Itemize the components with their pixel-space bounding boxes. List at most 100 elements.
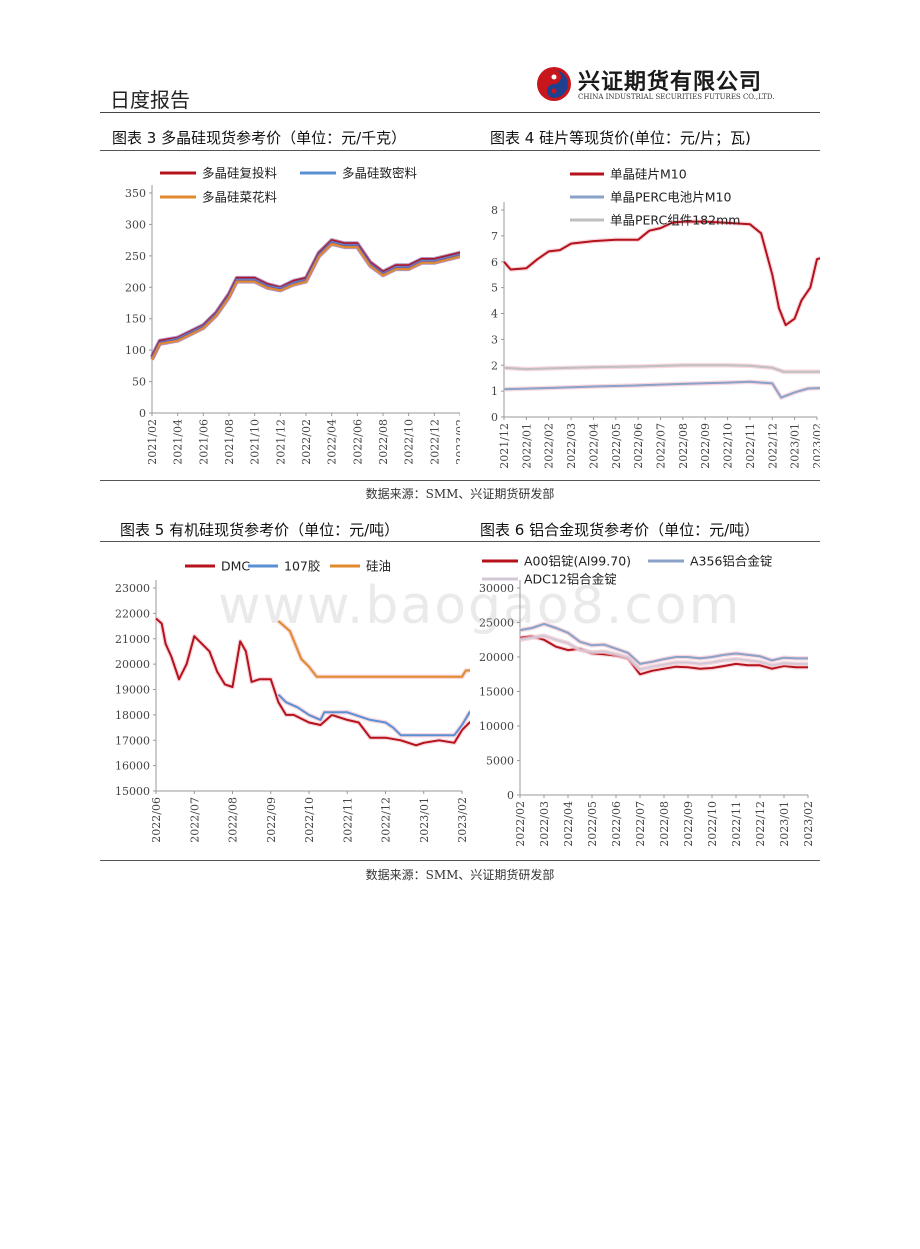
chart5-ytick-label: 15000 [115, 785, 150, 798]
chart6-legend: A00铝锭(Al99.70) A356铝合金锭 ADC12铝合金锭 [482, 554, 772, 587]
chart6-ytick-label: 5000 [486, 755, 514, 768]
chart5-series-1 [155, 617, 470, 747]
chart3-xtick-label: 2021/10 [249, 419, 262, 465]
chart3-series-halo [150, 238, 460, 358]
chart5-ytick-label: 20000 [115, 658, 150, 671]
chart4-xtick-label: 2022/12 [766, 423, 779, 469]
chart5-series-2 [277, 693, 470, 737]
chart3-xtick-label: 2022/08 [377, 419, 390, 465]
company-name-cn: 兴证期货有限公司 [578, 70, 763, 95]
chart3-xtick-label: 2021/12 [274, 419, 287, 465]
chart4-legend-label: 单晶PERC电池片M10 [610, 190, 731, 205]
chart6-xtick-label: 2022/03 [538, 801, 551, 847]
row2-bottom-rule [100, 860, 820, 861]
chart3-ytick-label: 50 [132, 376, 146, 389]
chart4-ytick-label: 8 [491, 204, 498, 217]
chart3-series-3 [151, 242, 460, 361]
chart6-xtick-label: 2022/09 [682, 801, 695, 847]
chart4-ytick-label: 2 [491, 359, 498, 372]
watermark: www.baogao8.com [218, 576, 742, 636]
chart4-ytick-label: 0 [491, 411, 498, 424]
chart5-series-halo [276, 693, 470, 738]
chart5-xtick-label: 2022/08 [227, 797, 240, 843]
chart6-ytick-label: 30000 [479, 582, 514, 595]
source-note-2: 数据来源：SMM、兴证期货研发部 [365, 868, 555, 882]
chart5-legend-label: DMC [221, 559, 250, 574]
source-note-1: 数据来源：SMM、兴证期货研发部 [365, 487, 555, 501]
chart5-xtick-label: 2022/10 [303, 797, 316, 843]
chart5-legend: DMC 107胶 硅油 [185, 559, 391, 574]
chart6-xtick-label: 2022/06 [610, 801, 623, 847]
report-title: 日度报告 [110, 88, 190, 112]
row1-bottom-rule [100, 480, 820, 481]
chart6-ytick-label: 10000 [479, 720, 514, 733]
company-name-en: CHINA INDUSTRIAL SECURITIES FUTURES CO.,… [578, 93, 775, 101]
chart3-xtick-label: 2022/12 [428, 419, 441, 465]
chart3-xtick-label: 2023/02 [454, 419, 460, 465]
chart6-xtick-label: 2022/08 [658, 801, 671, 847]
chart5-xtick-label: 2022/11 [341, 797, 354, 843]
chart6-xtick-label: 2022/11 [730, 801, 743, 847]
chart4-xtick-label: 2022/04 [587, 423, 600, 469]
chart4-xtick-label: 2022/07 [655, 423, 668, 469]
chart5-xtick-label: 2022/09 [265, 797, 278, 843]
chart3-legend-label: 多晶硅致密料 [342, 166, 418, 181]
chart3-series-halo [150, 241, 460, 361]
chart5-xtick-label: 2022/06 [150, 797, 163, 843]
chart3-series-2 [151, 241, 460, 359]
chart4-xtick-label: 2022/11 [744, 423, 757, 469]
chart4-xtick-label: 2022/10 [722, 423, 735, 469]
chart3-ytick-label: 300 [125, 218, 146, 231]
chart4-legend-label: 单晶硅片M10 [610, 167, 687, 182]
chart3-series-halo [150, 240, 460, 359]
chart3-legend-label: 多晶硅菜花料 [202, 190, 278, 205]
chart4-ytick-label: 3 [491, 333, 498, 346]
chart6-series-1 [519, 635, 808, 676]
chart5-xtick-label: 2022/07 [188, 797, 201, 843]
chart3-xtick-label: 2022/06 [351, 419, 364, 465]
chart3-ytick-label: 250 [125, 250, 146, 263]
chart4-series-1 [503, 220, 820, 327]
chart6-xtick-label: 2022/04 [562, 801, 575, 847]
chart4-xtick-label: 2022/01 [520, 423, 533, 469]
chart5-series-halo [154, 616, 470, 748]
chart4-title: 图表 4 硅片等现货价(单位：元/片；瓦) [490, 129, 751, 147]
chart5-ytick-label: 19000 [115, 684, 150, 697]
chart5-xtick-label: 2022/12 [380, 797, 393, 843]
chart5-xtick-label: 2023/01 [418, 797, 431, 843]
chart5-legend-label: 硅油 [366, 559, 391, 574]
company-logo: 兴证期货有限公司 CHINA INDUSTRIAL SECURITIES FUT… [536, 64, 806, 104]
chart6-xtick-label: 2022/10 [706, 801, 719, 847]
chart6-legend-label: A356铝合金锭 [690, 554, 772, 569]
chart5-ytick-label: 17000 [115, 734, 150, 747]
chart3-xtick-label: 2021/06 [197, 419, 210, 465]
chart3-xtick-label: 2021/02 [146, 419, 159, 465]
chart6-ytick-label: 15000 [479, 686, 514, 699]
chart4-xtick-label: 2022/02 [543, 423, 556, 469]
chart6-ytick-label: 25000 [479, 617, 514, 630]
chart6-series-3 [519, 634, 808, 671]
chart3-xtick-label: 2021/04 [172, 419, 185, 465]
row2-top-rule [100, 541, 820, 542]
logo-mark-icon [537, 67, 571, 101]
chart3-title: 图表 3 多晶硅现货参考价（单位：元/千克） [112, 129, 407, 147]
chart5-ytick-label: 22000 [115, 607, 150, 620]
chart4-ytick-label: 6 [491, 256, 498, 269]
chart5-series-3 [277, 620, 470, 678]
chart4-wafer: 0 1 2 3 4 5 6 7 8 2021/12 2022/01 2022/02 2022/03 202… [491, 167, 820, 469]
chart5-organic-silicon: 15000 16000 17000 18000 19000 20000 21000 22000… [115, 559, 470, 843]
row1-top-rule [100, 150, 820, 151]
chart4-legend-label: 单晶PERC组件182mm [610, 213, 740, 228]
chart3-legend-label: 多晶硅复投料 [202, 166, 278, 181]
chart4-xtick-label: 2021/12 [498, 423, 511, 469]
chart3-xtick-label: 2021/08 [223, 419, 236, 465]
chart6-xtick-label: 2022/05 [586, 801, 599, 847]
chart5-ytick-label: 23000 [115, 582, 150, 595]
chart4-ytick-label: 4 [491, 308, 498, 321]
chart4-xtick-label: 2022/05 [610, 423, 623, 469]
chart3-xtick-label: 2022/10 [403, 419, 416, 465]
chart3-ytick-label: 100 [125, 344, 146, 357]
chart4-xtick-label: 2022/09 [699, 423, 712, 469]
chart3-ytick-label: 150 [125, 313, 146, 326]
